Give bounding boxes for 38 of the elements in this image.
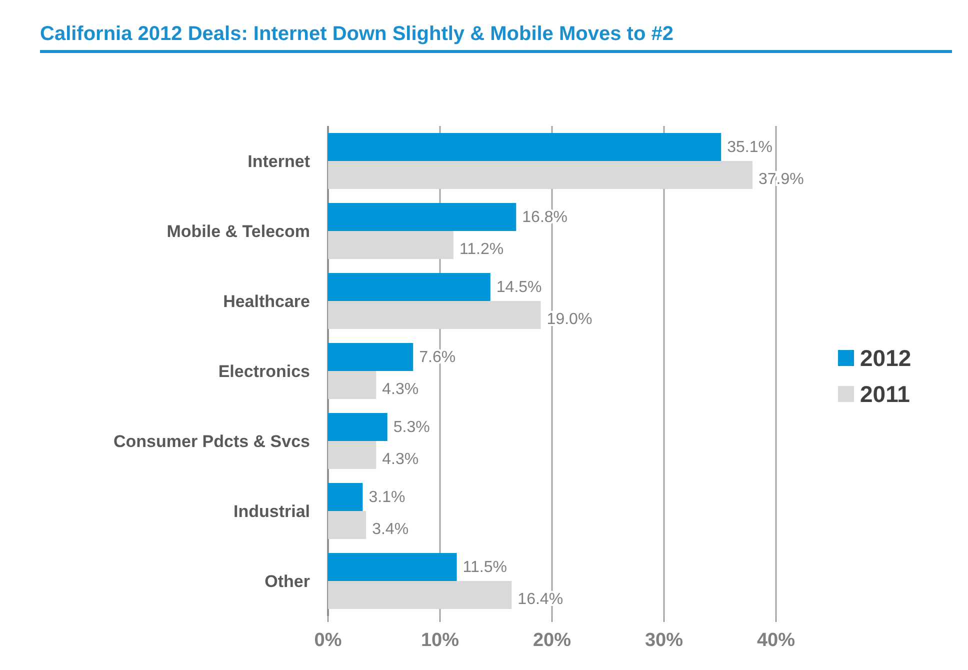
bar [328, 203, 516, 231]
x-tick-label: 30% [644, 630, 684, 651]
bar [328, 371, 376, 399]
x-tick-label: 10% [420, 630, 460, 651]
bar [328, 343, 414, 371]
data-label: 14.5% [496, 279, 542, 296]
y-tick-label: Internet [248, 152, 310, 171]
data-label: 35.1% [727, 139, 772, 156]
data-label: 4.3% [382, 381, 419, 398]
bar [328, 441, 376, 469]
bar [328, 273, 490, 301]
x-tick-label: 0% [314, 630, 342, 651]
data-label: 4.3% [382, 451, 419, 468]
y-tick-label: Electronics [218, 362, 310, 381]
y-tick-label: Other [264, 572, 310, 591]
y-tick-label: Mobile & Telecom [166, 222, 310, 241]
bar [328, 581, 512, 609]
chart-title: California 2012 Deals: Internet Down Slightly & Mobile Moves to #2 [40, 23, 674, 45]
data-label: 11.5% [462, 559, 507, 576]
bar [328, 511, 366, 539]
y-tick-label: Industrial [233, 502, 310, 521]
data-label: 5.3% [393, 419, 430, 436]
bar [328, 231, 454, 259]
bar [328, 483, 363, 511]
y-tick-label: Consumer Pdcts & Svcs [113, 432, 310, 451]
bar [328, 413, 388, 441]
data-label: 3.4% [372, 521, 409, 538]
bar [328, 161, 752, 189]
bar [328, 301, 541, 329]
bar [328, 133, 722, 161]
x-tick-label: 20% [532, 630, 572, 651]
bar [328, 553, 457, 581]
legend-label: 2012 [860, 345, 912, 371]
data-label: 11.2% [459, 241, 504, 258]
legend-label: 2011 [860, 381, 910, 407]
y-tick-label: Healthcare [223, 292, 310, 311]
x-tick-label: 40% [756, 630, 796, 651]
data-label: 3.1% [368, 489, 406, 506]
